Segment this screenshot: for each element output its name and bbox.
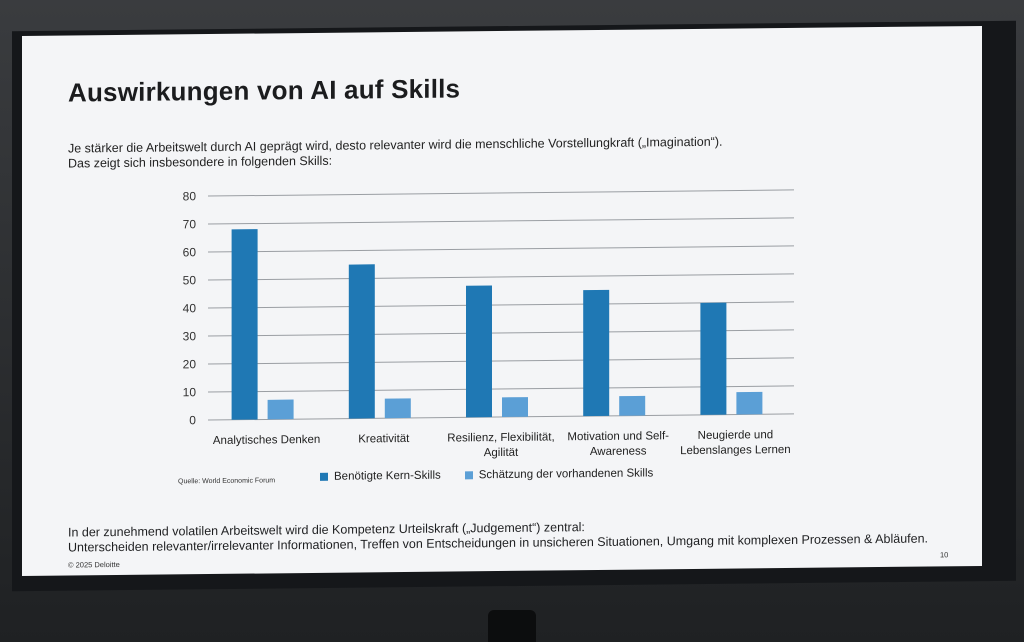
- legend-label: Schätzung der vorhandenen Skills: [478, 467, 654, 482]
- slide-subtitle: Je stärker die Arbeitswelt durch AI gepr…: [68, 133, 888, 172]
- y-tick-label: 80: [183, 189, 197, 203]
- x-category-label: Agilität: [484, 447, 519, 459]
- gridline: [208, 301, 794, 309]
- y-tick-label: 0: [189, 413, 196, 427]
- gridline: [208, 217, 794, 225]
- y-tick-label: 20: [183, 357, 197, 371]
- chart-source: Quelle: World Economic Forum: [178, 477, 276, 486]
- bar-benoetigte-kern-skills: [583, 289, 610, 417]
- bar-chart: 0 10 20 30 40 50 60 70 80 Analytisches Denken Krea…: [183, 189, 794, 459]
- gridline: [208, 189, 794, 197]
- legend-swatch: [464, 471, 473, 480]
- x-category-label: Neugierde und: [698, 429, 773, 442]
- y-tick-label: 40: [183, 301, 197, 315]
- monitor-stand: [488, 610, 536, 642]
- x-category-label: Kreativität: [358, 433, 410, 446]
- bar-benoetigte-kern-skills: [231, 229, 258, 420]
- x-category-label: Motivation und Self-: [567, 430, 669, 443]
- copyright-notice: © 2025 Deloitte: [68, 559, 120, 570]
- legend-item-series-2: Schätzung der vorhandenen Skills: [464, 467, 654, 482]
- bar-vorhandene-skills: [619, 395, 646, 416]
- bar-vorhandene-skills: [267, 399, 294, 420]
- x-category-label: Resilienz, Flexibilität,: [447, 431, 554, 444]
- gridline: [208, 245, 794, 253]
- legend-label: Benötigte Kern-Skills: [334, 469, 441, 483]
- slide-title: Auswirkungen von AI auf Skills: [68, 73, 461, 108]
- presentation-slide: Auswirkungen von AI auf Skills Je stärke…: [22, 25, 982, 577]
- bar-benoetigte-kern-skills: [466, 285, 492, 418]
- y-tick-label: 70: [183, 217, 197, 231]
- gridline: [208, 329, 794, 337]
- bar-vorhandene-skills: [384, 398, 411, 419]
- legend-swatch: [320, 472, 328, 481]
- chart-legend: Benötigte Kern-Skills Schätzung der vorh…: [320, 467, 654, 483]
- bar-vorhandene-skills: [736, 391, 763, 415]
- gridline: [208, 273, 794, 281]
- x-category-label: Awareness: [590, 445, 647, 458]
- bar-vorhandene-skills: [502, 397, 528, 417]
- y-tick-label: 50: [183, 273, 197, 287]
- slide-conclusion: In der zunehmend volatilen Arbeitswelt w…: [68, 516, 968, 555]
- x-category-label: Analytisches Denken: [213, 434, 320, 447]
- x-category-label: Lebenslanges Lernen: [680, 444, 791, 457]
- y-tick-label: 60: [183, 245, 197, 259]
- y-tick-label: 30: [183, 329, 197, 343]
- gridline: [208, 357, 794, 365]
- gridline: [208, 385, 794, 393]
- y-tick-label: 10: [183, 385, 197, 399]
- gridline: [208, 413, 794, 421]
- bar-benoetigte-kern-skills: [700, 302, 727, 415]
- bar-benoetigte-kern-skills: [348, 264, 375, 419]
- legend-item-series-1: Benötigte Kern-Skills: [320, 470, 441, 483]
- page-number: 10: [940, 550, 949, 560]
